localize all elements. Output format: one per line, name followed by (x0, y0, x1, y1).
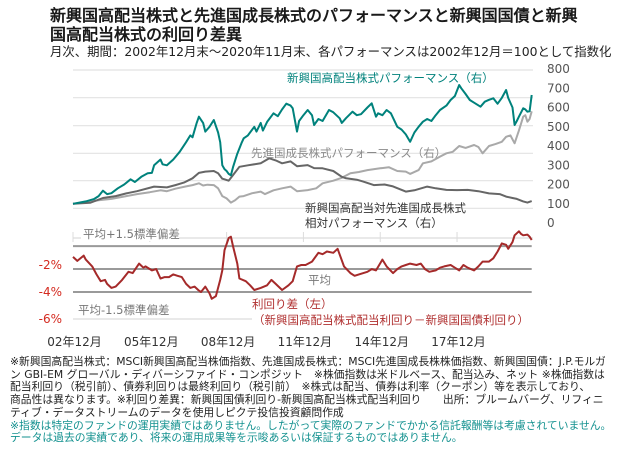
footnote-line: ティブ・データストリームのデータを使用しピクテ投信投資顧問作成 (10, 405, 344, 419)
disclaimer-line: データは過去の実績であり、将来の運用成果等を示唆あるいは保証するものではありませ… (10, 431, 463, 445)
developed-growth-line (72, 111, 533, 205)
relative-performance-label-line-2: 相対パフォーマンス（右） (305, 216, 443, 230)
footnotes: ※新興国高配当株式：MSCI新興国高配当株価指数、先進国成長株式：MSCI先進国… (10, 355, 612, 445)
mean-label: 平均 (308, 273, 331, 287)
right-axis-tick-label: 100 (547, 197, 570, 211)
right-axis-tick-label: 800 (547, 62, 570, 76)
left-axis-tick-label: -4% (39, 285, 62, 299)
plus-sigma-label: 平均+1.5標準偏差 (83, 227, 180, 241)
x-axis-tick-label: 02年12月 (47, 335, 102, 349)
footnote-line: ※新興国高配当株式：MSCI新興国高配当株価指数、先進国成長株式：MSCI先進国… (10, 355, 606, 368)
right-axis-tick-label: 700 (547, 81, 570, 95)
yield-spread-label: 利回り差（左） (252, 297, 333, 311)
gridlines (72, 69, 533, 320)
relative-performance-line (72, 157, 533, 205)
left-axis-tick-label: -6% (39, 312, 62, 326)
chart-subtitle: 月次、期間：2002年12月末～2020年11月末、各パフォーマンスは2002年… (50, 44, 612, 59)
footnote-line: 商品性は異なります。※利回り差異：新興国国債利回り-新興国高配当株式配当利回り … (10, 393, 604, 407)
right-axis-tick-label: 600 (547, 101, 570, 115)
em-high-dividend-line (72, 84, 533, 205)
disclaimer-line: ※指数は特定のファンドの運用実績ではありません。したがって実際のファンドでかかる… (10, 418, 612, 432)
chart-title-line-1: 新興国高配当株式と先進国成長株式のパフォーマンスと新興国国債と新興 (50, 6, 578, 25)
left-axis-tick-label: -2% (39, 258, 62, 272)
right-axis-tick-label: 300 (547, 158, 570, 172)
x-axis-tick-label: 05年12月 (124, 335, 179, 349)
axis-labels: 800 700 600 500 400 300 200 100 0 -2% -4% -6% 02年12月… (39, 62, 570, 349)
series-lines (72, 84, 533, 300)
footnote-line: ン GBI-EM グローバル・ディバーシファイド・コンポジット ※株価指数は米ド… (10, 367, 605, 381)
yield-spread-formula-bg (252, 313, 536, 326)
right-axis-tick-label: 500 (547, 120, 570, 134)
yield-spread-formula-label: （新興国高配当株式配当利回り－新興国国債利回り） (253, 313, 529, 327)
minus-sigma-label: 平均-1.5標準偏差 (78, 303, 169, 317)
x-axis-tick-label: 11年12月 (278, 335, 333, 349)
developed-growth-label: 先進国成長株式パフォーマンス（右） (251, 146, 446, 160)
plus-sigma-label-bg (81, 228, 179, 241)
x-axis-tick-label: 17年12月 (431, 335, 486, 349)
yield-spread-line (72, 230, 533, 300)
em-performance-label: 新興国高配当株式パフォーマンス（右） (287, 71, 494, 85)
right-axis-tick-label: 200 (547, 178, 570, 192)
x-axis-tick-label: 08年12月 (201, 335, 256, 349)
x-axis-tick-label: 14年12月 (354, 335, 409, 349)
right-axis-tick-label: 0 (547, 216, 555, 230)
reference-lines (73, 245, 532, 293)
relative-performance-label-line-1: 新興国高配当対先進国成長株式 (305, 201, 466, 215)
chart-title-line-2: 国高配当株式の利回り差異 (50, 25, 243, 44)
footnote-line: 配当利回り（税引前）、債券利回りは最終利回り（税引前） ※株式は配当、債券は利率… (10, 380, 591, 394)
right-axis-tick-label: 400 (547, 139, 570, 153)
